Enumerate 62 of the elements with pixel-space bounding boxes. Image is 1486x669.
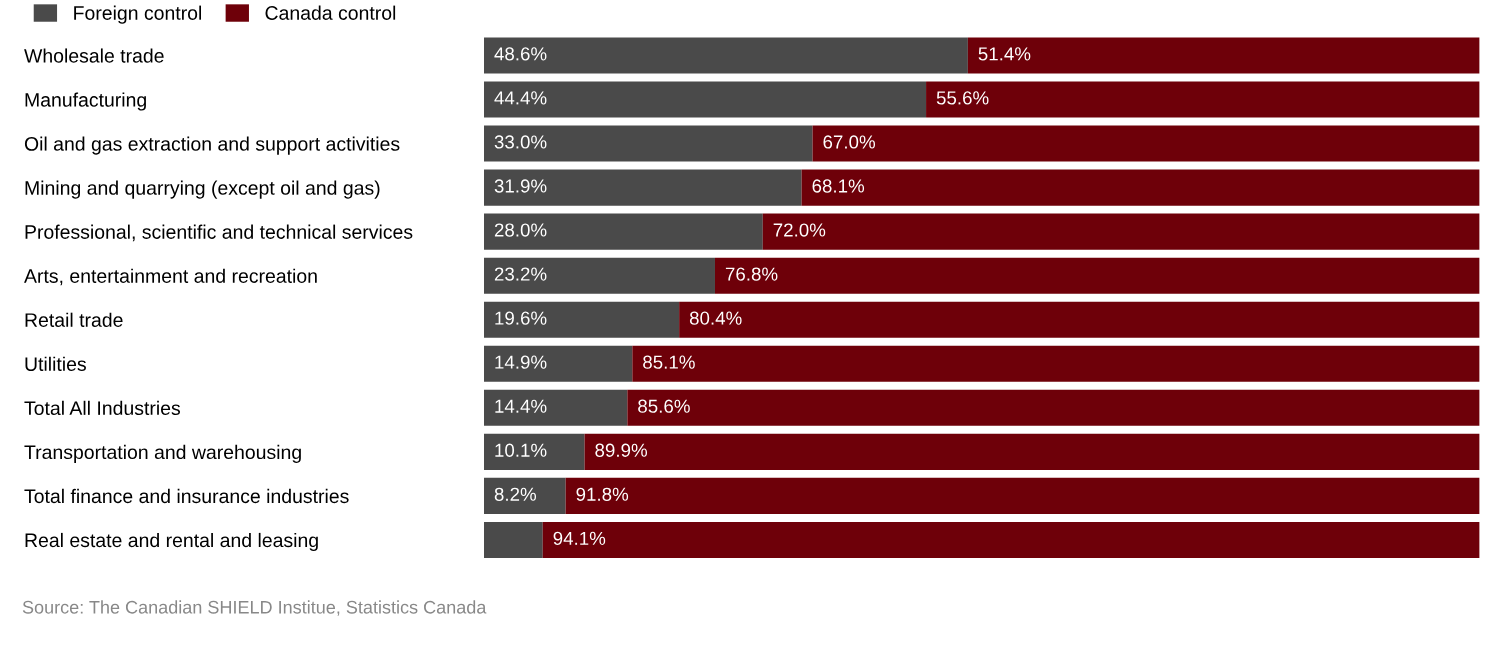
bar: [967, 37, 1480, 74]
bar: [484, 521, 543, 558]
y-tick-label: Manufacturing: [25, 92, 146, 111]
data-label: 10.1%: [495, 443, 547, 457]
data-label: 31.9%: [494, 179, 547, 193]
data-label: 48.6%: [494, 47, 547, 61]
y-tick-label: Real estate and rental and leasing: [25, 532, 318, 552]
bar: [762, 213, 1480, 250]
y-tick-label: Total finance and insurance industries: [24, 488, 349, 504]
y-tick-label: Wholesale trade: [24, 48, 164, 63]
y-tick-label: Retail trade: [25, 312, 123, 327]
bar: [484, 169, 802, 206]
data-label: 8.2%: [494, 487, 537, 501]
bar: [484, 433, 585, 470]
data-label: 51.4%: [978, 47, 1031, 61]
bar: [484, 345, 633, 382]
y-tick-label: Professional, scientific and technical services: [25, 224, 413, 242]
data-label: 14.4%: [495, 399, 547, 413]
bar: [484, 301, 680, 338]
bar: [926, 81, 1480, 118]
legend-label: Canada control: [265, 5, 396, 20]
data-label: 85.6%: [638, 399, 690, 413]
bar: [801, 169, 1480, 206]
bar: [542, 521, 1480, 558]
y-tick-label: Mining and quarrying (except oil and gas): [25, 180, 380, 199]
data-label: 72.0%: [773, 223, 826, 237]
bar: [484, 389, 628, 426]
bar: [484, 477, 566, 514]
bar: [565, 477, 1480, 514]
bar: [484, 125, 813, 162]
data-label: 89.9%: [595, 443, 648, 457]
bar: [484, 81, 927, 118]
data-label: 55.6%: [936, 91, 989, 105]
data-label: 91.8%: [576, 487, 629, 501]
bar: [484, 257, 715, 294]
data-label: 23.2%: [494, 267, 547, 281]
legend-label: Foreign control: [74, 5, 201, 24]
data-label: 80.4%: [689, 311, 742, 325]
data-label: 19.6%: [495, 311, 547, 325]
source-note: Source: The Canadian SHIELD Institue, Statistics Canada: [22, 600, 487, 616]
data-label: 68.1%: [812, 179, 865, 193]
data-label: 44.4%: [494, 91, 547, 105]
data-label: 76.8%: [725, 267, 778, 281]
y-tick-label: Arts, entertainment and recreation: [24, 268, 317, 286]
bar: [584, 433, 1480, 470]
bar: [812, 125, 1480, 162]
data-label: 94.1%: [553, 531, 606, 545]
data-label: 33.0%: [494, 135, 547, 149]
data-label: 28.0%: [494, 223, 547, 237]
data-label: 14.9%: [495, 355, 547, 369]
y-tick-label: Transportation and warehousing: [24, 444, 301, 463]
bar: [714, 257, 1480, 294]
bar: [679, 301, 1480, 338]
data-label: 85.1%: [643, 355, 695, 369]
bar: [484, 213, 763, 250]
y-tick-label: Oil and gas extraction and support activities: [24, 136, 400, 155]
bar: [632, 345, 1480, 382]
y-tick-label: Total All Industries: [24, 400, 181, 416]
bar: [484, 37, 968, 74]
bar: [627, 389, 1480, 426]
data-label: 67.0%: [823, 135, 876, 149]
y-tick-label: Utilities: [25, 356, 86, 372]
